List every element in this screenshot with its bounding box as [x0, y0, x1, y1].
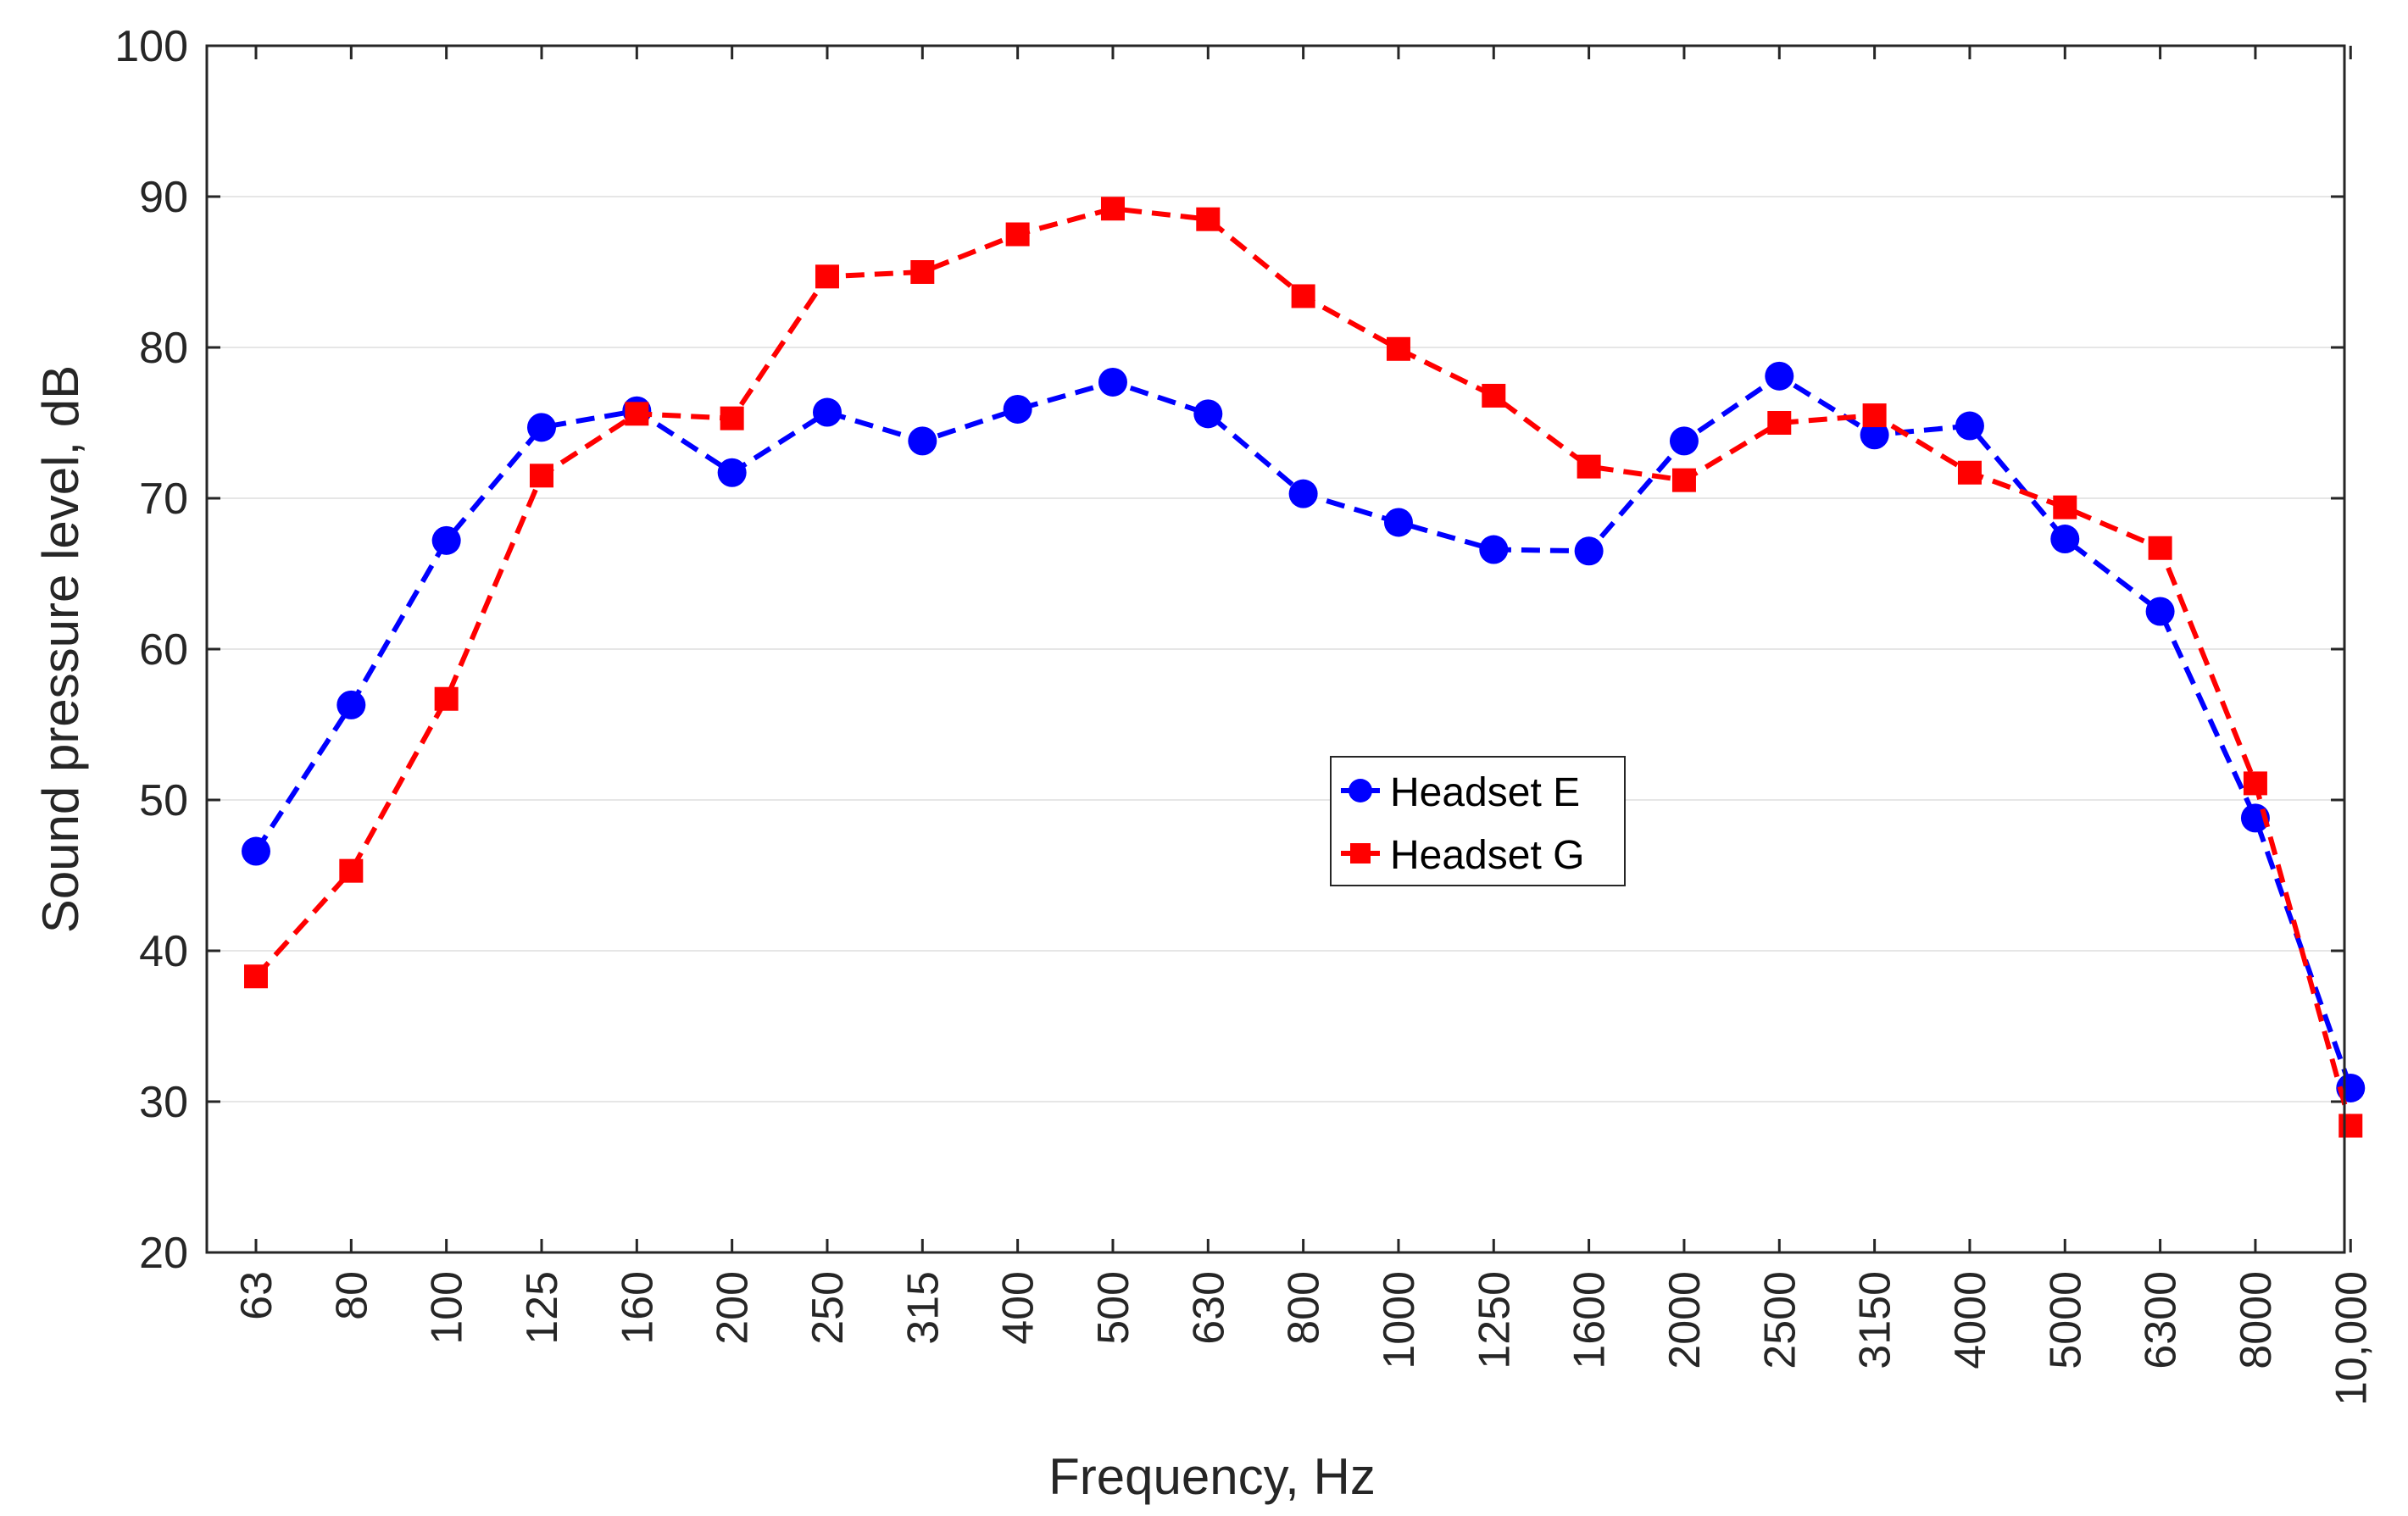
- x-tick-label-500: 500: [1089, 1271, 1138, 1345]
- data-point-headset-g-400: [1005, 222, 1030, 247]
- x-tick-label-1250: 1250: [1470, 1271, 1519, 1369]
- data-point-headset-e-500: [1098, 367, 1127, 397]
- data-point-headset-g-125: [529, 464, 553, 488]
- x-tick-label-10,000: 10,000: [2327, 1271, 2376, 1406]
- data-point-headset-g-2500: [1767, 411, 1792, 435]
- y-tick-label-50: 50: [139, 776, 188, 825]
- x-tick-label-160: 160: [613, 1271, 662, 1345]
- data-point-headset-g-100: [434, 686, 459, 711]
- data-point-headset-e-2500: [1765, 361, 1794, 391]
- grid-lines: [207, 196, 2344, 1102]
- data-point-headset-e-250: [812, 397, 842, 427]
- x-tick-label-200: 200: [709, 1271, 758, 1345]
- y-axis-title: Sound pressure level, dB: [32, 365, 89, 933]
- data-point-headset-e-315: [908, 426, 937, 456]
- x-tick-label-125: 125: [518, 1271, 567, 1345]
- data-point-headset-g-1000: [1386, 336, 1410, 361]
- y-tick-label-30: 30: [139, 1078, 188, 1127]
- data-point-headset-e-1600: [1574, 536, 1604, 566]
- legend-marker-headset-g: [1350, 843, 1371, 864]
- x-tick-label-6300: 6300: [2137, 1271, 2186, 1369]
- x-axis-title: Frequency, Hz: [1048, 1448, 1376, 1505]
- data-point-headset-g-630: [1196, 207, 1221, 231]
- data-point-headset-g-2000: [1671, 468, 1696, 492]
- data-point-headset-g-8000: [2243, 771, 2267, 796]
- legend-label-headset-e: Headset E: [1390, 770, 1580, 815]
- data-point-headset-g-1250: [1482, 383, 1506, 408]
- data-point-headset-g-250: [815, 264, 839, 289]
- y-tick-label-20: 20: [139, 1229, 188, 1278]
- series-layer: [242, 197, 2366, 1138]
- y-tick-label-90: 90: [139, 173, 188, 222]
- data-point-headset-e-5000: [2050, 525, 2080, 554]
- x-tick-label-250: 250: [804, 1271, 853, 1345]
- data-point-headset-e-100: [431, 525, 461, 555]
- x-tick-label-80: 80: [327, 1271, 376, 1320]
- y-tick-label-80: 80: [139, 324, 188, 373]
- data-point-headset-g-5000: [2053, 495, 2077, 519]
- x-tick-label-315: 315: [898, 1271, 948, 1345]
- data-point-headset-e-3150: [1860, 420, 1889, 450]
- data-point-headset-e-4000: [1955, 411, 1984, 441]
- data-point-headset-e-80: [336, 690, 366, 719]
- data-point-headset-e-400: [1003, 394, 1032, 424]
- data-point-headset-g-10,000: [2338, 1113, 2363, 1138]
- x-tick-label-63: 63: [232, 1271, 281, 1320]
- data-point-headset-g-800: [1291, 284, 1315, 308]
- x-tick-label-630: 630: [1184, 1271, 1233, 1345]
- data-point-headset-g-1600: [1577, 454, 1601, 479]
- data-point-headset-e-1250: [1479, 535, 1509, 564]
- x-tick-label-1600: 1600: [1565, 1271, 1615, 1369]
- data-point-headset-e-2000: [1669, 426, 1699, 456]
- x-tick-label-5000: 5000: [2041, 1271, 2090, 1369]
- data-point-headset-e-630: [1193, 399, 1223, 429]
- data-point-headset-g-3150: [1862, 403, 1887, 428]
- x-tick-label-8000: 8000: [2232, 1271, 2281, 1369]
- x-tick-label-4000: 4000: [1946, 1271, 1995, 1369]
- plot-frame: [205, 44, 2346, 1254]
- y-axis-ticks: 20 30 40 50 60 70 80 90 100: [114, 22, 2344, 1278]
- data-point-headset-g-80: [339, 858, 364, 883]
- data-point-headset-e-200: [717, 458, 747, 487]
- data-point-headset-g-63: [244, 964, 268, 989]
- x-tick-label-2000: 2000: [1660, 1271, 1710, 1369]
- x-tick-label-800: 800: [1280, 1271, 1329, 1345]
- data-point-headset-e-6300: [2145, 597, 2175, 626]
- y-tick-label-60: 60: [139, 625, 188, 675]
- data-point-headset-g-6300: [2148, 536, 2172, 560]
- legend-label-headset-g: Headset G: [1390, 833, 1584, 878]
- data-point-headset-g-4000: [1957, 460, 1982, 485]
- data-point-headset-g-200: [720, 406, 744, 430]
- data-point-headset-g-160: [625, 402, 649, 426]
- x-tick-label-2500: 2500: [1755, 1271, 1805, 1369]
- y-tick-label-70: 70: [139, 475, 188, 524]
- legend-marker-headset-e: [1349, 779, 1372, 802]
- y-tick-label-100: 100: [114, 22, 188, 71]
- data-point-headset-e-1000: [1383, 508, 1413, 537]
- data-point-headset-g-500: [1100, 197, 1125, 221]
- legend: Headset E Headset G: [1330, 756, 1626, 886]
- x-tick-label-100: 100: [423, 1271, 472, 1345]
- data-point-headset-e-800: [1288, 479, 1318, 508]
- legend-box: [1330, 756, 1626, 886]
- data-point-headset-e-63: [242, 836, 270, 866]
- x-axis-ticks: 63 80 100 125 160 200 250 315 400 500 630 800 1000 12…: [232, 46, 2376, 1406]
- series-headset-g: [244, 197, 2363, 1138]
- x-tick-label-400: 400: [994, 1271, 1043, 1345]
- data-point-headset-e-125: [526, 413, 556, 442]
- y-tick-label-40: 40: [139, 927, 188, 976]
- x-tick-label-3150: 3150: [1851, 1271, 1900, 1369]
- x-tick-label-1000: 1000: [1375, 1271, 1424, 1369]
- data-point-headset-g-315: [910, 260, 935, 284]
